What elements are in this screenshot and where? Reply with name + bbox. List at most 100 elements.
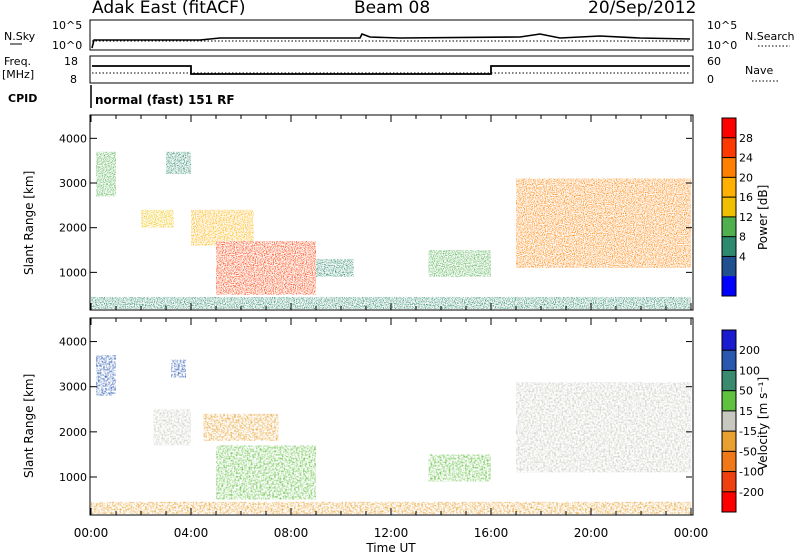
power-region-1 [141,209,174,228]
power-colorbar-tick: 24 [739,152,753,165]
power-heatmap [91,151,691,309]
velocity-region-3 [203,413,279,441]
cpid-panel: CPID normal (fast) 151 RF [8,85,235,108]
velocity-colorbar-swatch [722,471,736,493]
x-tick-label: 16:00 [474,526,509,540]
velocity-colorbar-tick: -200 [739,486,764,499]
freq-label: Freq. [4,55,31,68]
power-region-8 [91,296,691,309]
velocity-ytick-label: 3000 [59,381,87,394]
velocity-colorbar-tick: 200 [739,344,760,357]
x-tick-label: 12:00 [374,526,409,540]
power-colorbar-swatch [722,256,736,277]
power-region-0 [96,151,116,197]
x-axis: 00:00 04:00 08:00 12:00 16:00 20:00 00:00 [74,526,709,540]
velocity-region-2 [171,359,186,378]
velocity-colorbar-swatch [722,451,736,473]
beam-label: Beam 08 [354,0,431,18]
power-region-3 [191,209,254,246]
velocity-colorbar-tick: -100 [739,466,764,479]
x-tick-label: 08:00 [274,526,309,540]
velocity-region-6 [516,382,691,473]
velocity-colorbar-swatch [722,390,736,412]
power-region-4 [216,241,316,295]
power-ytick-label: 2000 [59,222,87,235]
nsky-tick-bottom: 10^0 [52,39,82,52]
x-tick-label: 20:00 [574,526,609,540]
power-ytick-label: 3000 [59,177,87,190]
power-colorbar-swatch [722,236,736,257]
power-panel: 1000 2000 3000 4000 Slant Range [km] [22,114,694,311]
velocity-region-0 [96,355,116,396]
velocity-heatmap [91,355,691,514]
velocity-colorbar-swatch [722,330,736,351]
freq-tick-bottom: 8 [70,73,77,86]
x-tick-label: 04:00 [174,526,209,540]
nsky-panel: N.Sky 10^5 10^0 10^5 10^0 N.Search [4,19,795,52]
power-ylabel: Slant Range [km] [22,171,36,275]
power-colorbar: 28 24 20 16 12 8 4 [721,117,753,297]
freq-tick-top: 18 [64,55,78,68]
nsky-tick-top: 10^5 [52,19,82,32]
power-colorbar-swatch [722,276,736,297]
power-colorbar-tick: 12 [739,211,753,224]
power-colorbar-label: Power [dB] [756,185,770,250]
power-colorbar-tick: 28 [739,132,753,145]
velocity-ytick-label: 2000 [59,426,87,439]
date-label: 20/Sep/2012 [588,0,697,18]
freq-units: [MHz] [2,68,34,81]
velocity-panel: 1000 2000 3000 4000 Slant Range [km] [22,317,694,516]
x-tick-label: 00:00 [74,526,109,540]
nave-tick-bottom: 0 [707,73,714,86]
power-region-7 [516,178,691,268]
velocity-colorbar-label: Velocity [m s⁻¹] [756,377,770,470]
velocity-colorbar-swatch [722,410,736,432]
nave-label: Nave [745,64,773,77]
velocity-colorbar-tick: 15 [739,405,753,418]
power-colorbar-swatch [722,197,736,218]
velocity-colorbar-tick: 100 [739,364,760,377]
x-tick-label: 00:00 [674,526,709,540]
power-colorbar-tick: 20 [739,171,753,184]
power-colorbar-swatch [722,118,736,139]
velocity-colorbar-tick: -50 [739,445,757,458]
velocity-colorbar-swatch [722,370,736,392]
velocity-colorbar: 200 100 50 15 -15 -50 -100 -200 [721,329,764,513]
power-colorbar-tick: 4 [739,250,746,263]
nsky-label: N.Sky [4,30,36,43]
velocity-colorbar-tick: 50 [739,385,753,398]
nave-tick-top: 60 [707,55,721,68]
power-ytick-label: 1000 [59,266,87,279]
nsearch-tick-bottom: 10^0 [707,39,737,52]
velocity-region-1 [153,409,191,446]
velocity-colorbar-swatch [722,431,736,452]
freq-trace [92,65,690,75]
power-region-6 [428,250,491,277]
power-colorbar-swatch [722,157,736,178]
velocity-region-4 [216,445,316,500]
velocity-colorbar-swatch [722,491,736,513]
nsearch-tick-top: 10^5 [707,19,737,32]
power-region-5 [316,258,354,277]
power-region-2 [166,151,191,175]
power-ytick-label: 4000 [59,132,87,145]
power-colorbar-tick: 16 [739,191,753,204]
power-colorbar-tick: 8 [739,231,746,244]
velocity-region-7 [91,501,691,514]
power-colorbar-swatch [722,216,736,238]
velocity-colorbar-tick: -15 [739,425,757,438]
velocity-ytick-label: 4000 [59,336,87,349]
x-axis-label: Time UT [365,541,416,554]
nsky-trace [91,32,691,49]
velocity-colorbar-swatch [722,350,736,371]
velocity-ylabel: Slant Range [km] [22,374,36,478]
cpid-label: CPID [8,92,37,105]
station-title: Adak East (fitACF) [92,0,246,18]
power-colorbar-swatch [722,137,736,159]
freq-panel: Freq. [MHz] 18 8 60 0 Nave [2,55,780,86]
power-colorbar-swatch [722,177,736,198]
velocity-region-5 [428,454,491,482]
nsearch-label: N.Search [745,30,795,43]
velocity-ytick-label: 1000 [59,471,87,484]
